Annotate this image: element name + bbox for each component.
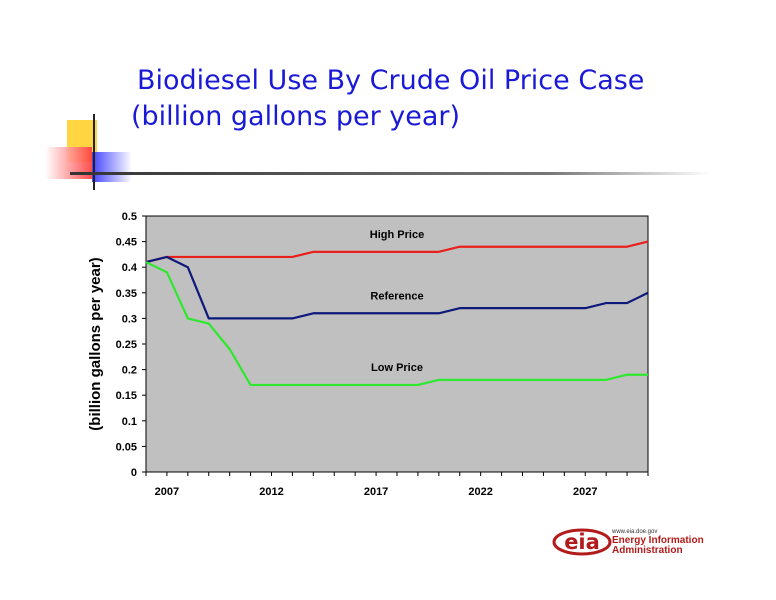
series-label-high-price: High Price	[370, 229, 424, 241]
y-tick-label: 0.25	[116, 339, 137, 351]
svg-text:eia: eia	[564, 530, 600, 554]
blue-square	[92, 152, 132, 182]
series-label-reference: Reference	[370, 290, 423, 302]
series-labels: High Price Reference Low Price	[370, 229, 424, 374]
y-axis-label: (billion gallons per year)	[87, 257, 104, 430]
series-line-reference	[145, 255, 649, 320]
y-tick-label: 0.4	[122, 262, 138, 274]
y-tick-label: 0.3	[122, 313, 137, 325]
y-tick-label: 0.05	[116, 441, 137, 453]
y-tick-label: 0.1	[122, 416, 137, 428]
x-tick-label: 2017	[364, 486, 388, 498]
slide-title-line2: (billion gallons per year)	[131, 101, 461, 132]
y-tick-label: 0.45	[116, 237, 137, 249]
logo-line1: Energy Information	[612, 535, 704, 546]
y-tick-label: 0	[131, 467, 137, 479]
horizontal-rule	[70, 172, 710, 175]
y-tick-label: 0.35	[116, 288, 137, 300]
series-lines	[145, 240, 649, 387]
y-axis: 0 0.05 0.1 0.15 0.2 0.25 0.3 0.35 0.4 0.45 0.5	[116, 211, 146, 479]
x-axis: 2007 2012 2017 2022 2027	[145, 472, 649, 498]
series-line-high-price	[145, 240, 649, 264]
y-tick-label: 0.5	[122, 211, 137, 223]
decorative-squares	[45, 114, 710, 190]
logo-url: www.eia.doe.gov	[612, 529, 658, 535]
y-tick-label: 0.2	[122, 365, 137, 377]
slide-title-line1: Biodiesel Use By Crude Oil Price Case	[137, 65, 645, 96]
plot-area	[145, 215, 649, 473]
y-tick-label: 0.15	[116, 390, 137, 402]
logo-line2: Administration	[612, 545, 683, 556]
x-tick-label: 2027	[573, 486, 597, 498]
series-label-low-price: Low Price	[371, 362, 423, 374]
x-tick-label: 2007	[155, 486, 179, 498]
series-line-low-price	[145, 261, 648, 387]
eia-logo: eia	[552, 528, 612, 556]
x-tick-label: 2012	[259, 486, 283, 498]
x-tick-label: 2022	[468, 486, 492, 498]
